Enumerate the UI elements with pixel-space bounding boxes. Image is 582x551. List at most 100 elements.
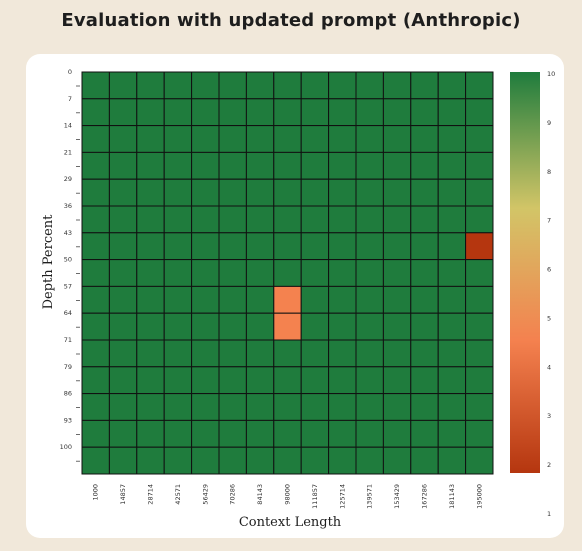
heatmap-cell — [136, 393, 165, 421]
heatmap-cell — [108, 259, 138, 287]
heatmap-cell — [273, 151, 302, 180]
x-tick-label: 181143 — [448, 484, 456, 509]
x-tick-label: 153429 — [393, 484, 401, 509]
heatmap-cell — [437, 259, 467, 287]
heatmap-cell — [465, 312, 494, 341]
heatmap-cell — [136, 285, 165, 314]
heatmap-cell — [437, 366, 467, 395]
heatmap-cell — [163, 312, 193, 341]
heatmap-cell — [465, 71, 494, 100]
heatmap-cell — [273, 285, 302, 314]
heatmap-cell — [108, 98, 138, 127]
heatmap-cell — [191, 98, 220, 127]
x-tick-label: 84143 — [256, 484, 264, 505]
heatmap-cell — [218, 285, 247, 314]
y-tick-label: 0 — [68, 68, 72, 76]
y-tick-label: 14 — [64, 122, 72, 130]
heatmap-cell — [81, 71, 110, 100]
heatmap-cell — [328, 178, 357, 207]
heatmap-cell — [81, 259, 110, 287]
heatmap-cell — [163, 125, 193, 153]
colorbar-tick-label: 8 — [547, 168, 551, 176]
x-tick-label: 167286 — [421, 484, 429, 509]
heatmap-cell — [163, 232, 193, 261]
heatmap-cell — [410, 98, 439, 127]
chart-title: Evaluation with updated prompt (Anthropi… — [61, 10, 521, 31]
heatmap-cell — [163, 151, 193, 180]
heatmap-cell — [328, 312, 357, 341]
x-tick-label: 70286 — [229, 484, 237, 505]
heatmap-cell — [437, 71, 467, 100]
heatmap-cell — [136, 259, 165, 287]
heatmap-cell — [410, 339, 439, 368]
heatmap-cell — [108, 71, 138, 100]
heatmap-cell — [465, 393, 494, 421]
heatmap-cell — [382, 71, 412, 100]
heatmap-cell — [382, 232, 412, 261]
y-tick-label: 64 — [64, 309, 72, 317]
heatmap-cell — [300, 285, 330, 314]
heatmap-cells — [81, 71, 494, 475]
x-tick-label: 111857 — [311, 484, 319, 509]
heatmap-cell — [108, 393, 138, 421]
heatmap-cell — [108, 232, 138, 261]
heatmap-cell — [218, 151, 247, 180]
heatmap-cell — [410, 285, 439, 314]
heatmap-cell — [245, 205, 275, 234]
y-tick-label: 57 — [64, 282, 72, 290]
heatmap-cell — [191, 178, 220, 207]
heatmap-cell — [163, 285, 193, 314]
heatmap-cell — [245, 125, 275, 153]
heatmap-cell — [355, 232, 384, 261]
heatmap-cell — [81, 98, 110, 127]
heatmap-cell — [300, 312, 330, 341]
heatmap-cell — [300, 446, 330, 475]
heatmap-cell — [163, 366, 193, 395]
heatmap-cell — [108, 339, 138, 368]
heatmap-cell — [245, 98, 275, 127]
heatmap-cell — [273, 125, 302, 153]
heatmap-cell — [300, 151, 330, 180]
heatmap-cell — [108, 205, 138, 234]
heatmap-cell — [437, 393, 467, 421]
heatmap-cell — [245, 71, 275, 100]
heatmap-cell — [218, 259, 247, 287]
colorbar — [510, 72, 540, 473]
heatmap-cell — [108, 178, 138, 207]
heatmap-cell — [355, 339, 384, 368]
heatmap-cell — [191, 312, 220, 341]
heatmap-cell — [355, 71, 384, 100]
heatmap-cell — [218, 125, 247, 153]
heatmap-cell — [437, 98, 467, 127]
heatmap-cell — [355, 366, 384, 395]
y-tick-label: 50 — [64, 256, 72, 264]
heatmap-cell — [355, 205, 384, 234]
heatmap-cell — [108, 366, 138, 395]
heatmap-cell — [273, 393, 302, 421]
heatmap-cell — [355, 259, 384, 287]
heatmap-cell — [300, 419, 330, 448]
y-tick-label: 21 — [64, 148, 72, 156]
heatmap-cell — [136, 312, 165, 341]
x-tick-label: 1000 — [92, 484, 100, 501]
heatmap-cell — [300, 232, 330, 261]
heatmap-cell — [437, 312, 467, 341]
heatmap-cell — [218, 446, 247, 475]
heatmap-cell — [355, 98, 384, 127]
y-tick-label: 36 — [64, 202, 72, 210]
heatmap-cell — [273, 232, 302, 261]
heatmap-cell — [382, 151, 412, 180]
x-tick-label: 56429 — [201, 484, 209, 505]
heatmap-cell — [245, 259, 275, 287]
heatmap-cell — [273, 178, 302, 207]
heatmap-cell — [300, 366, 330, 395]
x-tick-label: 125714 — [338, 484, 346, 509]
heatmap-cell — [163, 178, 193, 207]
heatmap-cell — [245, 232, 275, 261]
heatmap-cell — [410, 366, 439, 395]
heatmap-cell — [382, 98, 412, 127]
heatmap-cell — [81, 393, 110, 421]
heatmap-cell — [437, 125, 467, 153]
heatmap-cell — [300, 393, 330, 421]
